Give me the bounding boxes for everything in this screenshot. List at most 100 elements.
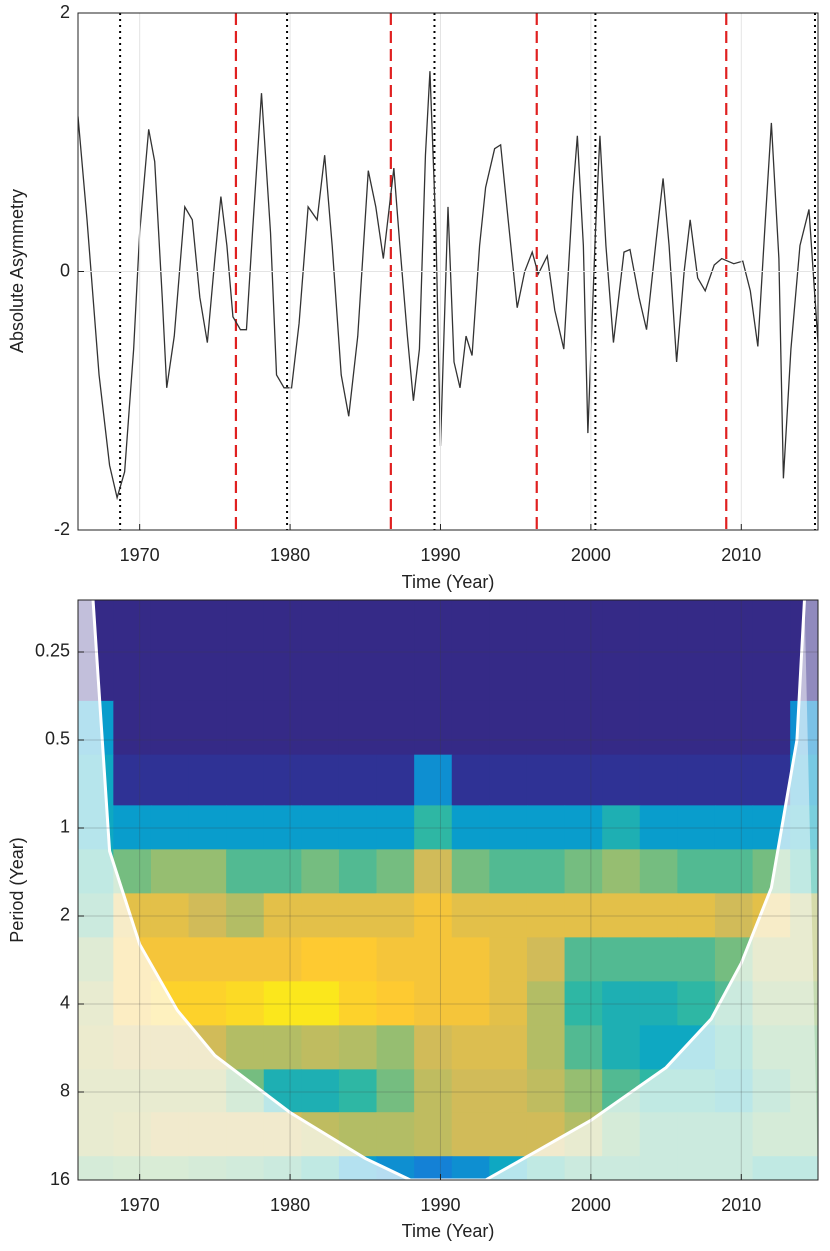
heat-cell	[714, 805, 754, 850]
y-axis-label: Period (Year)	[7, 837, 27, 942]
heat-cell	[338, 849, 378, 894]
heat-cell	[489, 1069, 528, 1113]
heat-cell	[526, 1069, 566, 1113]
heat-cell	[639, 754, 678, 806]
heat-cell	[338, 649, 378, 702]
heat-cell	[376, 649, 415, 702]
heat-cell	[564, 1156, 603, 1180]
heat-cell	[752, 1069, 791, 1113]
heat-cell	[714, 1112, 754, 1157]
heat-cell	[263, 849, 302, 894]
heat-cell	[639, 1069, 678, 1113]
heat-cell	[226, 1156, 265, 1180]
heat-cell	[263, 649, 302, 702]
heat-cell	[564, 805, 603, 850]
heat-cell	[526, 754, 566, 806]
heat-cell	[301, 600, 340, 650]
heat-cell	[376, 981, 415, 1026]
x-tick-label: 2010	[721, 545, 761, 565]
heat-cell	[263, 700, 302, 756]
heat-cell	[639, 649, 678, 702]
data-line	[78, 71, 818, 501]
heat-cell	[263, 754, 302, 806]
heat-cell	[790, 805, 818, 850]
heat-cell	[602, 700, 641, 756]
heat-cell	[301, 1069, 340, 1113]
heat-cell	[113, 893, 152, 938]
x-tick-label: 2010	[721, 1195, 761, 1215]
y-axis-label: Absolute Asymmetry	[7, 189, 27, 353]
heat-cell	[226, 849, 265, 894]
heat-cell	[150, 1025, 190, 1070]
heat-cell	[451, 893, 490, 938]
heat-cell	[451, 805, 490, 850]
heat-cell	[414, 805, 453, 850]
heat-cell	[489, 805, 528, 850]
heat-cell	[602, 849, 641, 894]
heat-cell	[301, 1025, 340, 1070]
heat-cell	[677, 1156, 716, 1180]
heat-cell	[602, 1156, 641, 1180]
heat-cell	[376, 1025, 415, 1070]
heat-cell	[639, 849, 678, 894]
heat-cell	[301, 1112, 340, 1157]
heat-cell	[489, 849, 528, 894]
y-tick-label: 8	[60, 1081, 70, 1101]
y-tick-label: 2	[60, 2, 70, 22]
heat-cell	[188, 754, 227, 806]
heat-cell	[489, 1112, 528, 1157]
heat-cell	[414, 893, 453, 938]
y-tick-label: 0	[60, 260, 70, 280]
heat-cell	[338, 1069, 378, 1113]
heat-cell	[150, 700, 190, 756]
heat-cell	[376, 1112, 415, 1157]
heat-cell	[526, 1112, 566, 1157]
heat-cell	[338, 805, 378, 850]
heat-cell	[263, 981, 302, 1026]
heat-cell	[301, 849, 340, 894]
heat-cell	[414, 1025, 453, 1070]
heat-cell	[113, 1112, 152, 1157]
y-tick-label: 16	[50, 1169, 70, 1189]
heat-cell	[526, 849, 566, 894]
heat-cell	[301, 1156, 340, 1180]
heat-cell	[677, 1069, 716, 1113]
heat-cell	[150, 893, 190, 938]
heat-cell	[338, 1025, 378, 1070]
heat-cell	[376, 700, 415, 756]
heat-cell	[489, 649, 528, 702]
heat-cell	[602, 754, 641, 806]
heat-cell	[451, 1025, 490, 1070]
heat-cell	[526, 600, 566, 650]
heat-cell	[113, 754, 152, 806]
heat-cell	[677, 805, 716, 850]
y-tick-label: 0.5	[45, 729, 70, 749]
x-tick-label: 2000	[571, 545, 611, 565]
heat-cell	[188, 849, 227, 894]
heat-cell	[78, 1112, 114, 1157]
heat-cell	[602, 1112, 641, 1157]
heat-cell	[752, 1112, 791, 1157]
heat-cell	[677, 600, 716, 650]
heat-cell	[526, 1025, 566, 1070]
heat-cell	[489, 600, 528, 650]
heat-cell	[526, 981, 566, 1026]
heat-cell	[451, 754, 490, 806]
heat-cell	[263, 805, 302, 850]
heat-cell	[78, 754, 114, 806]
x-tick-label: 1970	[120, 545, 160, 565]
heat-cell	[226, 981, 265, 1026]
heat-cell	[226, 649, 265, 702]
heat-cell	[376, 849, 415, 894]
heat-cell	[113, 805, 152, 850]
heat-cell	[752, 981, 791, 1026]
x-tick-label: 1990	[420, 545, 460, 565]
heat-cell	[188, 805, 227, 850]
heat-cell	[188, 893, 227, 938]
heat-cell	[602, 981, 641, 1026]
heat-cell	[639, 805, 678, 850]
heat-cell	[602, 1025, 641, 1070]
heat-cell	[338, 600, 378, 650]
coi-shade	[78, 600, 818, 1180]
